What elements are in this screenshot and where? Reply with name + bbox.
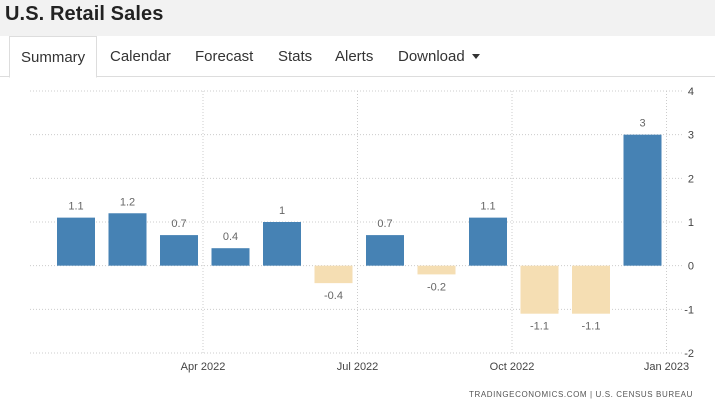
y-tick-label: -1: [684, 304, 694, 316]
x-tick-label: Jan 2023: [644, 361, 689, 373]
x-tick-label: Oct 2022: [490, 361, 535, 373]
tab-download-label: Download: [398, 48, 465, 65]
chart-bar: [57, 217, 95, 266]
bar-value-label: -1.1: [582, 321, 601, 333]
bar-value-label: 1.1: [68, 201, 83, 213]
bar-value-label: 0.7: [377, 218, 392, 230]
y-tick-label: 2: [688, 173, 694, 185]
chart-bar: [572, 265, 610, 314]
y-tick-label: 4: [688, 86, 694, 98]
chart-bar: [263, 222, 301, 266]
chart-bar: [520, 265, 559, 314]
tab-download[interactable]: Download: [398, 36, 480, 77]
chart-bar: [160, 235, 198, 266]
chart-bar: [469, 217, 507, 266]
bar-value-label: 1: [279, 205, 285, 217]
bar-value-label: -1.1: [530, 321, 549, 333]
chart-bar: [623, 134, 662, 266]
y-tick-label: 0: [688, 261, 694, 273]
chart-bar: [314, 265, 353, 284]
tab-stats[interactable]: Stats: [278, 48, 313, 65]
x-tick-label: Jul 2022: [337, 361, 379, 373]
bar-value-label: -0.2: [427, 281, 446, 293]
header-bar: U.S. Retail Sales: [0, 0, 715, 36]
page-title: U.S. Retail Sales: [5, 3, 164, 25]
y-tick-label: 1: [688, 217, 694, 229]
y-tick-label: 3: [688, 130, 694, 142]
chart-bar: [366, 235, 404, 266]
chart-bar: [417, 265, 456, 275]
bar-value-label: -0.4: [324, 290, 343, 302]
tab-forecast[interactable]: Forecast: [195, 48, 254, 65]
source-credit: TRADINGECONOMICS.COM | U.S. CENSUS BUREA…: [468, 390, 693, 399]
tab-calendar[interactable]: Calendar: [110, 48, 171, 65]
retail-sales-bar-chart: 4 3 2 1 0 -1 -2 Apr 2022 Jul 2022 Oct 2022 Jan 202…: [30, 86, 694, 373]
x-tick-label: Apr 2022: [181, 361, 226, 373]
chart-bar: [211, 248, 250, 266]
tab-summary[interactable]: Summary: [9, 36, 98, 78]
chevron-down-icon: [471, 53, 480, 59]
bar-value-label: 1.1: [480, 201, 495, 213]
bar-value-label: 0.4: [223, 231, 238, 243]
bar-value-label: 0.7: [171, 218, 186, 230]
tab-alerts[interactable]: Alerts: [335, 48, 374, 65]
y-tick-label: -2: [684, 348, 694, 360]
bar-value-label: 1.2: [120, 196, 135, 208]
tab-bar: Summary Calendar Forecast Stats Alerts D…: [0, 36, 715, 78]
chart-bar: [108, 213, 147, 266]
bar-value-label: 3: [639, 118, 645, 130]
